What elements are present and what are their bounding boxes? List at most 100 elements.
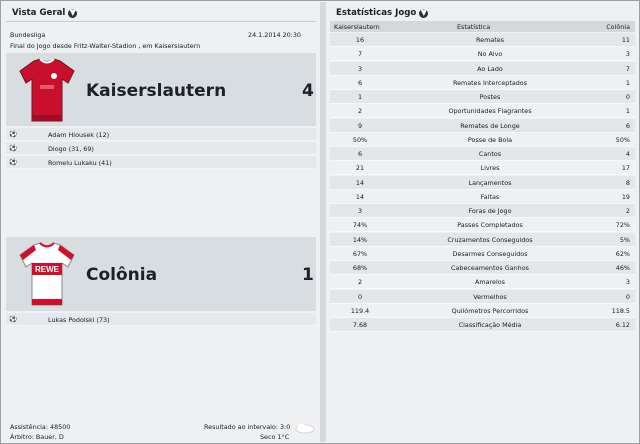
- stat-label: Livres: [480, 164, 500, 173]
- stats-row: 2 Amarelos 3: [330, 275, 635, 290]
- chevron-down-icon[interactable]: ▼: [419, 7, 429, 18]
- stats-row: 0 Vermelhos 0: [330, 289, 635, 304]
- goal-ball-icon: ⚽: [9, 315, 18, 323]
- stats-title-label: Estatísticas Jogo: [336, 8, 417, 18]
- away-team-name[interactable]: Colônia: [86, 265, 158, 285]
- stats-row: 3 Foras de Jogo 2: [330, 204, 635, 218]
- stat-home-value: 6: [357, 78, 363, 87]
- stat-label: Posse de Bola: [467, 135, 513, 144]
- stat-home-value: 14: [355, 178, 365, 187]
- stat-away-value: 6: [625, 121, 630, 130]
- stats-row: 7 No Alvo 3: [330, 47, 635, 62]
- stat-home-value: 14%: [352, 235, 368, 244]
- stat-away-value: 3: [625, 278, 630, 287]
- stats-row: 9 Remates de Longe 6: [330, 118, 635, 133]
- stat-home-value: 6: [357, 150, 363, 158]
- competition-label: Bundesliga: [10, 31, 46, 39]
- weather-text: Seco 1°C: [260, 433, 290, 441]
- overview-panel: Vista Geral ▼ Bundesliga 24.1.2014 20:30…: [2, 2, 320, 442]
- stat-away-value: 8: [625, 178, 630, 187]
- stats-row: 119.4 Quilómetros Percorridos 118.5: [330, 303, 635, 318]
- overview-title[interactable]: Vista Geral ▼: [12, 7, 78, 18]
- stat-away-value: 118.5: [611, 306, 630, 315]
- stats-table-header: Kaiserslautern Estatística Colônia: [330, 21, 635, 32]
- home-team-name[interactable]: Kaiserslautern: [86, 81, 227, 101]
- stat-label: No Alvo: [477, 50, 503, 59]
- stats-row: 3 Ao Lado 7: [330, 61, 635, 76]
- stat-label: Lançamentos: [468, 178, 512, 187]
- stat-away-value: 62%: [615, 249, 630, 258]
- home-score: 4: [302, 81, 314, 101]
- away-shirt-sponsor: REWE: [35, 265, 60, 274]
- away-scorer-name[interactable]: Lukas Podolski (73): [48, 316, 110, 324]
- stat-home-value: 67%: [352, 249, 368, 258]
- stat-home-value: 119.4: [350, 306, 370, 315]
- stat-home-value: 0: [357, 292, 363, 301]
- stats-row: 21 Livres 17: [330, 161, 635, 176]
- stat-label: Ao Lado: [477, 64, 503, 73]
- stat-label: Classificação Média: [458, 321, 522, 329]
- referee-text[interactable]: Árbitro: Bauer, D: [10, 433, 64, 441]
- stat-label: Cantos: [478, 150, 502, 158]
- stat-away-value: 17: [621, 164, 630, 173]
- away-score: 1: [302, 265, 314, 285]
- title-divider: [6, 21, 316, 22]
- stats-row: 67% Desarmes Conseguidos 62%: [330, 246, 635, 261]
- stats-row: 14% Cruzamentos Conseguidos 5%: [330, 232, 635, 247]
- stat-away-value: 4: [625, 150, 630, 158]
- stat-label: Foras de Jogo: [468, 207, 512, 215]
- home-scorer-name[interactable]: Diogo (31, 69): [48, 145, 94, 153]
- stats-row: 50% Posse de Bola 50%: [330, 132, 635, 147]
- stat-away-value: 3: [625, 50, 630, 59]
- stat-away-value: 50%: [615, 135, 630, 144]
- stat-label: Oportunidades Flagrantes: [448, 107, 532, 116]
- halftime-text: Resultado ao intervalo: 3:0: [204, 423, 291, 431]
- home-scorer-name[interactable]: Adam Hlousek (12): [48, 131, 110, 139]
- stat-away-value: 0: [625, 93, 630, 101]
- stat-label: Remates Interceptados: [452, 78, 528, 87]
- stat-label: Remates de Longe: [460, 121, 520, 130]
- attendance-text: Assistência: 48500: [10, 423, 71, 431]
- home-shirt-icon: [19, 58, 75, 122]
- stat-label: Cruzamentos Conseguidos: [447, 235, 533, 244]
- stat-away-value: 46%: [615, 264, 630, 272]
- header-statistic[interactable]: Estatística: [457, 23, 491, 31]
- home-scorer-row: ⚽ Romelu Lukaku (41): [6, 156, 316, 169]
- stat-away-value: 1: [625, 78, 630, 87]
- stats-title[interactable]: Estatísticas Jogo ▼: [336, 7, 429, 18]
- home-team-box: Kaiserslautern 4: [6, 53, 316, 126]
- stat-label: Passes Completados: [457, 221, 523, 230]
- stat-home-value: 7.68: [352, 321, 368, 329]
- panel-divider[interactable]: [320, 2, 326, 442]
- stats-row: 14 Lançamentos 8: [330, 175, 635, 190]
- home-scorer-name[interactable]: Romelu Lukaku (41): [48, 159, 112, 167]
- chevron-down-icon[interactable]: ▼: [68, 7, 78, 18]
- stat-label: Desarmes Conseguidos: [452, 249, 528, 258]
- stats-row: 74% Passes Completados 72%: [330, 218, 635, 233]
- away-scorer-row: ⚽ Lukas Podolski (73): [6, 313, 316, 326]
- stat-home-value: 2: [357, 278, 363, 287]
- home-scorer-row: ⚽ Adam Hlousek (12): [6, 128, 316, 141]
- stat-away-value: 11: [621, 36, 630, 44]
- stat-away-value: 6.12: [615, 321, 630, 329]
- stat-home-value: 50%: [352, 135, 368, 144]
- stat-home-value: 3: [357, 207, 363, 215]
- stat-home-value: 9: [357, 121, 363, 130]
- away-team-box: REWE Colônia 1: [6, 237, 316, 311]
- stat-home-value: 3: [357, 64, 363, 73]
- stats-row: 6 Remates Interceptados 1: [330, 75, 635, 90]
- stat-away-value: 7: [625, 64, 630, 73]
- stat-label: Amarelos: [475, 278, 505, 287]
- stats-row: 1 Postes 0: [330, 90, 635, 104]
- stats-row: 14 Faltas 19: [330, 189, 635, 204]
- home-scorer-row: ⚽ Diogo (31, 69): [6, 142, 316, 155]
- stat-away-value: 19: [621, 192, 630, 201]
- stat-away-value: 5%: [619, 235, 630, 244]
- stats-row: 7.68 Classificação Média 6.12: [330, 318, 635, 332]
- stat-label: Quilómetros Percorridos: [451, 306, 529, 315]
- stat-away-value: 72%: [615, 221, 630, 230]
- header-away-team[interactable]: Colônia: [606, 23, 630, 31]
- stat-label: Postes: [479, 93, 501, 101]
- header-home-team[interactable]: Kaiserslautern: [334, 23, 380, 31]
